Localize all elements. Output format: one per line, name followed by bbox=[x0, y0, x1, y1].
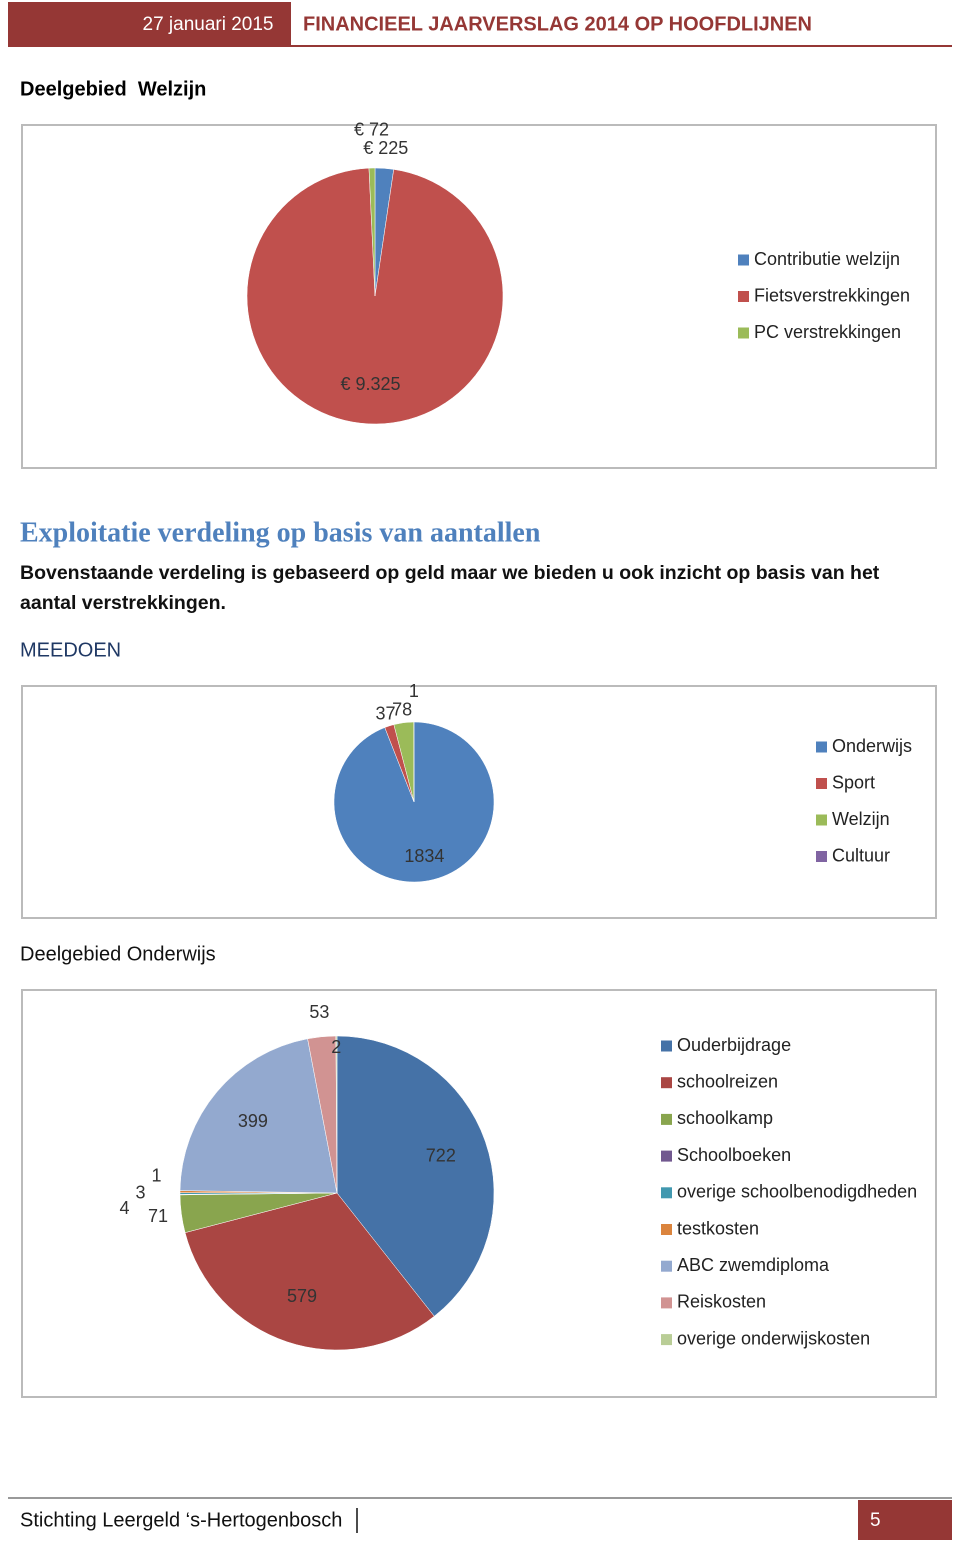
legend-swatch bbox=[816, 741, 827, 753]
legend-label: PC verstrekkingen bbox=[754, 322, 901, 342]
legend-label: schoolkamp bbox=[677, 1108, 773, 1128]
data-label: € 72 bbox=[354, 120, 389, 140]
legend-label: Ouderbijdrage bbox=[677, 1035, 791, 1055]
pie-slice bbox=[246, 167, 504, 425]
section-heading: Deelgebied Onderwijs bbox=[20, 943, 216, 965]
legend-swatch bbox=[738, 254, 749, 266]
data-label: 3 bbox=[135, 1182, 145, 1202]
data-label: 71 bbox=[148, 1206, 168, 1226]
legend-label: overige schoolbenodigdheden bbox=[677, 1182, 917, 1202]
data-label: 4 bbox=[119, 1198, 129, 1218]
legend-label: Cultuur bbox=[832, 845, 890, 865]
legend-label: overige onderwijskosten bbox=[677, 1328, 870, 1348]
data-label: € 225 bbox=[363, 138, 408, 158]
pie-slice bbox=[184, 1192, 435, 1351]
data-label: € 9.325 bbox=[340, 374, 400, 394]
legend-label: Schoolboeken bbox=[677, 1145, 791, 1165]
legend-label: schoolreizen bbox=[677, 1071, 778, 1091]
pie-slice bbox=[336, 1035, 495, 1317]
legend-swatch bbox=[816, 851, 827, 862]
legend-label: Sport bbox=[832, 772, 875, 792]
legend-label: ABC zwemdiploma bbox=[677, 1255, 830, 1275]
page-number-box bbox=[858, 1500, 952, 1540]
legend-label: Welzijn bbox=[832, 809, 890, 829]
header-title: FINANCIEEL JAARVERSLAG 2014 OP HOOFDLIJN… bbox=[303, 13, 812, 35]
legend-swatch bbox=[661, 1187, 672, 1199]
header-band bbox=[8, 2, 291, 46]
page-number: 5 bbox=[870, 1510, 881, 1531]
data-label: 722 bbox=[426, 1146, 456, 1166]
data-label: 1834 bbox=[404, 846, 444, 866]
data-label: 2 bbox=[331, 1037, 341, 1057]
data-label: 579 bbox=[287, 1286, 317, 1306]
data-label: 53 bbox=[309, 1002, 329, 1022]
legend-swatch bbox=[661, 1334, 672, 1346]
legend-swatch bbox=[661, 1150, 672, 1162]
data-label: 78 bbox=[392, 700, 412, 720]
legend-swatch bbox=[661, 1113, 672, 1125]
legend-swatch bbox=[738, 327, 749, 339]
paragraph: Bovenstaande verdeling is gebaseerd op g… bbox=[20, 562, 880, 614]
legend-label: testkosten bbox=[677, 1218, 759, 1238]
pie-slice bbox=[368, 167, 376, 297]
legend-swatch bbox=[661, 1040, 672, 1052]
legend-swatch bbox=[816, 814, 827, 826]
data-label: 1 bbox=[409, 681, 419, 701]
legend-label: Fietsverstrekkingen bbox=[754, 285, 910, 305]
data-label: 399 bbox=[238, 1111, 268, 1131]
section-heading: MEEDOEN bbox=[20, 639, 121, 661]
section-heading: Deelgebied Welzijn bbox=[20, 78, 206, 100]
section-heading: Exploitatie verdeling op basis van aanta… bbox=[20, 517, 541, 548]
header-date: 27 januari 2015 bbox=[143, 14, 274, 35]
legend-swatch bbox=[816, 778, 827, 789]
pie-slice bbox=[179, 1038, 338, 1194]
legend-swatch bbox=[661, 1224, 672, 1235]
legend-label: Contributie welzijn bbox=[754, 249, 900, 269]
footer-text: Stichting Leergeld ‘s-Hertogenbosch bbox=[20, 1509, 342, 1531]
legend-label: Onderwijs bbox=[832, 736, 912, 756]
data-label: 37 bbox=[376, 703, 396, 723]
legend-swatch bbox=[661, 1260, 672, 1272]
legend-swatch bbox=[738, 291, 749, 302]
data-label: 1 bbox=[151, 1166, 161, 1186]
legend-swatch bbox=[661, 1297, 672, 1309]
pie-slice bbox=[335, 1035, 338, 1194]
legend-swatch bbox=[661, 1077, 672, 1089]
legend-label: Reiskosten bbox=[677, 1292, 766, 1312]
